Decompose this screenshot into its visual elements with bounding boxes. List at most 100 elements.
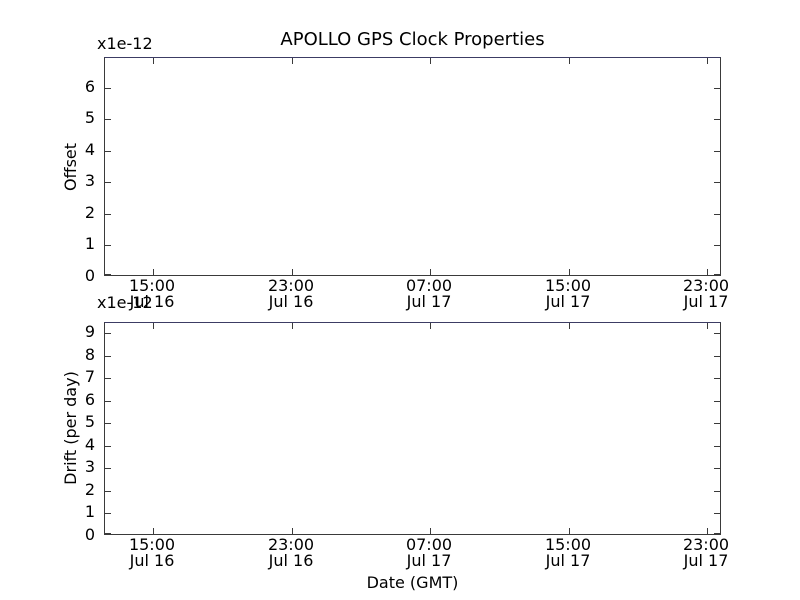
x-tick-label-line: Jul 17 bbox=[683, 551, 729, 570]
y-tick-mark bbox=[105, 333, 111, 334]
y-tick-mark bbox=[714, 513, 720, 514]
y-tick-mark bbox=[714, 446, 720, 447]
y-tick-mark bbox=[105, 274, 111, 275]
x-tick-mark bbox=[292, 269, 293, 275]
y-tick-mark bbox=[714, 119, 720, 120]
x-tick-label-line: 15:00 bbox=[544, 276, 592, 295]
x-tick-mark bbox=[707, 323, 708, 329]
offset-y-scale-note: x1e-12 bbox=[97, 34, 153, 53]
y-tick-mark bbox=[714, 182, 720, 183]
x-tick-mark bbox=[430, 323, 431, 329]
x-tick-mark bbox=[430, 528, 431, 534]
x-tick-label-line: 07:00 bbox=[405, 535, 453, 554]
drift-plot-area bbox=[104, 322, 721, 535]
drift-y-scale-note: x1e-12 bbox=[97, 293, 153, 312]
x-tick-label: 07:00 Jul 17 bbox=[391, 278, 467, 310]
x-tick-label-line: 23:00 bbox=[267, 276, 315, 295]
x-tick-label-line: Jul 17 bbox=[406, 551, 452, 570]
y-tick-label: 3 bbox=[84, 171, 95, 190]
x-tick-mark bbox=[569, 528, 570, 534]
y-tick-label: 8 bbox=[84, 345, 95, 364]
x-tick-mark bbox=[707, 528, 708, 534]
y-tick-label: 7 bbox=[84, 367, 95, 386]
y-tick-mark bbox=[714, 274, 720, 275]
y-tick-label: 3 bbox=[84, 457, 95, 476]
x-tick-label-line: Jul 17 bbox=[406, 292, 452, 311]
y-tick-mark bbox=[105, 378, 111, 379]
y-tick-mark bbox=[714, 378, 720, 379]
y-tick-mark bbox=[714, 151, 720, 152]
x-tick-label-line: Jul 17 bbox=[545, 292, 591, 311]
x-tick-label-line: Jul 17 bbox=[545, 551, 591, 570]
x-tick-mark bbox=[153, 323, 154, 329]
x-tick-label-line: 23:00 bbox=[682, 535, 730, 554]
x-tick-label-line: 07:00 bbox=[405, 276, 453, 295]
x-tick-label-line: Jul 16 bbox=[129, 292, 175, 311]
y-tick-mark bbox=[714, 401, 720, 402]
y-tick-mark bbox=[105, 119, 111, 120]
x-tick-mark bbox=[292, 58, 293, 64]
y-tick-label: 9 bbox=[84, 322, 95, 341]
y-tick-label: 4 bbox=[84, 435, 95, 454]
y-tick-label: 4 bbox=[84, 140, 95, 159]
x-tick-mark bbox=[707, 269, 708, 275]
x-tick-label-line: 15:00 bbox=[128, 276, 176, 295]
x-tick-label-line: 23:00 bbox=[682, 276, 730, 295]
x-tick-mark bbox=[707, 58, 708, 64]
y-tick-mark bbox=[105, 356, 111, 357]
y-tick-mark bbox=[714, 356, 720, 357]
y-tick-mark bbox=[714, 468, 720, 469]
chart-title: APOLLO GPS Clock Properties bbox=[280, 29, 545, 50]
x-tick-mark bbox=[292, 323, 293, 329]
y-tick-label: 0 bbox=[84, 266, 95, 285]
y-tick-mark bbox=[105, 88, 111, 89]
x-tick-label: 23:00 Jul 16 bbox=[253, 278, 329, 310]
y-tick-label: 1 bbox=[84, 234, 95, 253]
y-tick-mark bbox=[105, 533, 111, 534]
y-tick-mark bbox=[105, 151, 111, 152]
x-tick-label-line: Jul 16 bbox=[268, 292, 314, 311]
y-tick-label: 1 bbox=[84, 502, 95, 521]
y-tick-mark bbox=[105, 423, 111, 424]
y-tick-mark bbox=[714, 423, 720, 424]
x-tick-mark bbox=[153, 528, 154, 534]
x-tick-label-line: 15:00 bbox=[544, 535, 592, 554]
x-tick-mark bbox=[569, 323, 570, 329]
y-tick-label: 0 bbox=[84, 525, 95, 544]
y-tick-mark bbox=[105, 468, 111, 469]
y-tick-label: 2 bbox=[84, 480, 95, 499]
y-tick-mark bbox=[105, 513, 111, 514]
y-tick-mark bbox=[105, 446, 111, 447]
x-tick-label-line: 15:00 bbox=[128, 535, 176, 554]
y-tick-mark bbox=[105, 245, 111, 246]
y-tick-mark bbox=[714, 533, 720, 534]
y-tick-mark bbox=[714, 88, 720, 89]
y-tick-mark bbox=[105, 401, 111, 402]
y-tick-label: 6 bbox=[84, 390, 95, 409]
x-tick-label: 07:00 Jul 17 bbox=[391, 537, 467, 569]
x-tick-label: 23:00 Jul 17 bbox=[668, 537, 744, 569]
y-tick-mark bbox=[105, 182, 111, 183]
x-tick-label: 15:00 Jul 16 bbox=[114, 537, 190, 569]
y-tick-mark bbox=[105, 491, 111, 492]
x-tick-mark bbox=[292, 528, 293, 534]
y-tick-mark bbox=[105, 214, 111, 215]
x-tick-mark bbox=[153, 269, 154, 275]
date-axis-label: Date (GMT) bbox=[366, 573, 459, 592]
x-tick-label: 15:00 Jul 16 bbox=[114, 278, 190, 310]
x-tick-mark bbox=[430, 58, 431, 64]
x-tick-mark bbox=[569, 58, 570, 64]
x-tick-label-line: Jul 16 bbox=[129, 551, 175, 570]
x-tick-label-line: Jul 17 bbox=[683, 292, 729, 311]
x-tick-mark bbox=[153, 58, 154, 64]
x-tick-label: 15:00 Jul 17 bbox=[530, 278, 606, 310]
x-tick-label-line: Jul 16 bbox=[268, 551, 314, 570]
offset-plot-area bbox=[104, 57, 721, 276]
y-tick-label: 5 bbox=[84, 412, 95, 431]
y-tick-label: 6 bbox=[84, 77, 95, 96]
y-tick-mark bbox=[714, 491, 720, 492]
y-tick-mark bbox=[714, 333, 720, 334]
y-tick-label: 2 bbox=[84, 203, 95, 222]
y-tick-mark bbox=[714, 245, 720, 246]
